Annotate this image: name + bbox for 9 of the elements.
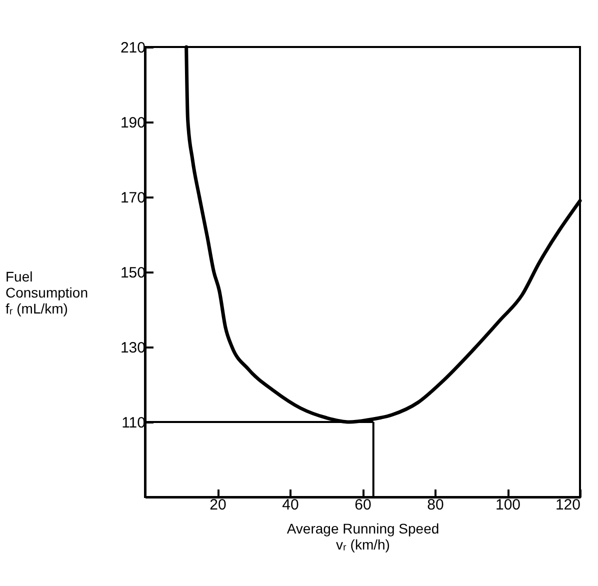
- x-tick-label: 20: [210, 496, 226, 514]
- x-tick-label: 120: [555, 496, 580, 514]
- x-tick-label: 60: [354, 496, 372, 514]
- y-tick-label: 210: [120, 40, 146, 56]
- y-axis-title: Fuel Consumption fᵣ (mL/km): [6, 268, 88, 316]
- x-tick-label: 40: [282, 496, 299, 514]
- x-axis-title: Average Running Speed vᵣ (km/h): [286, 520, 440, 552]
- x-tick-label: 100: [495, 496, 521, 514]
- x-tick-label: 80: [427, 496, 444, 514]
